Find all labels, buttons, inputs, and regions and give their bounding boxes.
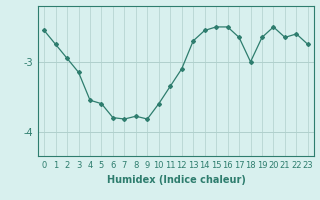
- X-axis label: Humidex (Indice chaleur): Humidex (Indice chaleur): [107, 175, 245, 185]
